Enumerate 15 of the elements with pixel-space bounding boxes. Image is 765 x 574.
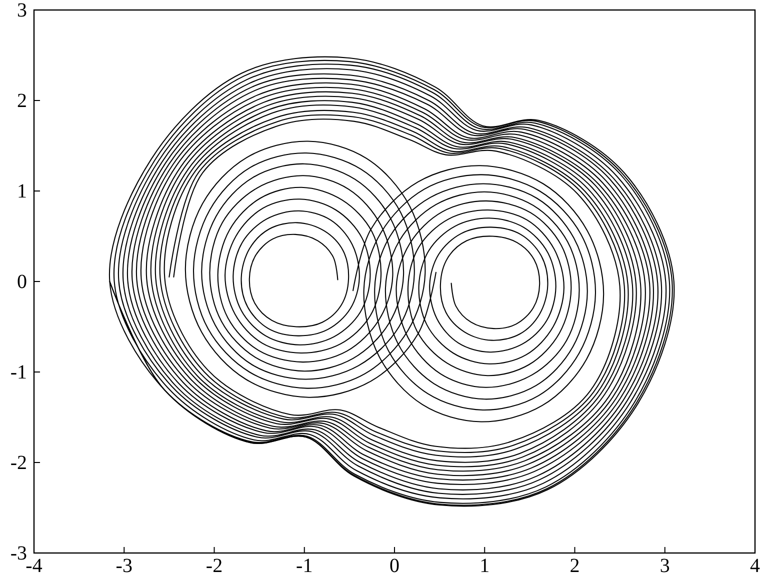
x-tick-label: -2 <box>206 555 223 574</box>
x-tick-label: -4 <box>26 555 42 574</box>
x-tick-label: 1 <box>480 555 490 574</box>
y-tick-label: 3 <box>17 0 27 22</box>
y-tick-label: 1 <box>17 180 27 202</box>
x-tick-label: -1 <box>296 555 313 574</box>
x-tick-label: 3 <box>660 555 670 574</box>
y-tick-label: -1 <box>10 361 27 384</box>
y-tick-label: 2 <box>17 90 27 112</box>
x-tick-label: -3 <box>116 555 132 574</box>
x-tick-label: 4 <box>750 555 760 574</box>
x-tick-label: 0 <box>390 555 400 574</box>
y-tick-label: -2 <box>10 452 27 474</box>
y-tick-label: 0 <box>17 270 27 293</box>
x-tick-label: 2 <box>570 555 580 574</box>
